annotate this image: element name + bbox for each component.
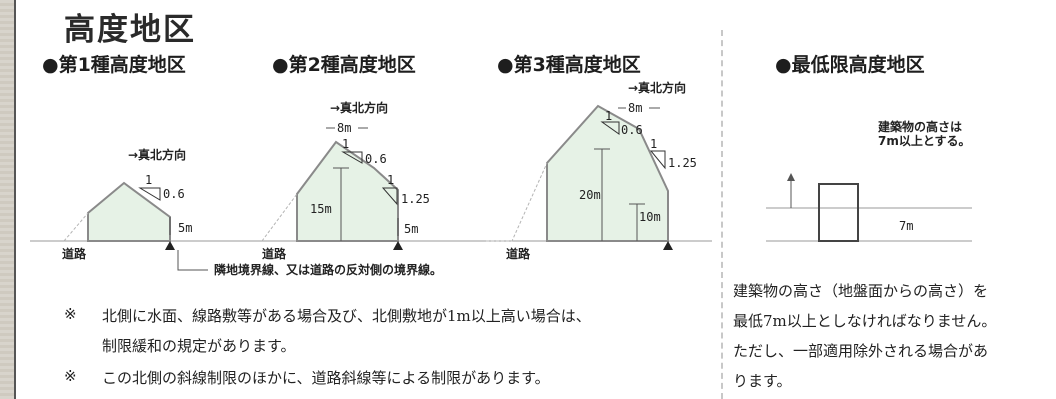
- slope-triangle-2a: [341, 151, 363, 164]
- minimum-height-paragraph: 建築物の高さ（地盤面からの高さ）を 最低7m以上としなければなりません。 ただし…: [733, 276, 1053, 396]
- slope-ratio-06-1: 0.6: [163, 187, 185, 201]
- slope-triangle-3b: [649, 150, 666, 170]
- minimum-building-box: [818, 183, 859, 242]
- minimum-caption-line2: 7m以上とする。: [878, 134, 971, 148]
- diagram-first-type: 1 0.6 5m →真北方向 道路: [62, 147, 192, 261]
- slope-rise-3a: 1: [605, 109, 612, 123]
- slope-rise-1: 1: [145, 173, 152, 187]
- note-2: この北側の斜線制限のほかに、道路斜線等による制限があります。: [102, 369, 550, 387]
- page-title: 高度地区: [64, 12, 196, 48]
- slope-triangle-3a: [600, 121, 620, 135]
- slope-triangle-2b: [381, 187, 398, 206]
- road-setback-line-3: [486, 162, 548, 242]
- slope-triangle-1: [138, 187, 161, 201]
- road-label-3: 道路: [506, 246, 531, 261]
- true-north-label-1: →真北方向: [128, 147, 186, 162]
- height-5m-1: 5m: [178, 221, 192, 235]
- height-15m: 15m: [310, 202, 332, 216]
- left-border-line: [14, 0, 16, 399]
- section-title-first: ●第1種高度地区: [42, 54, 186, 76]
- width-8m-2: 8m: [337, 121, 351, 135]
- slope-rise-3b: 1: [650, 137, 657, 151]
- section-title-minimum: ●最低限高度地区: [775, 54, 925, 76]
- height-5m-2: 5m: [404, 222, 418, 236]
- boundary-marker-1: [165, 241, 175, 250]
- slope-rise-2b: 1: [387, 173, 394, 187]
- diagram-minimum-height: 7m: [766, 173, 972, 242]
- slope-ratio-06-2: 0.6: [365, 152, 387, 166]
- road-label-1: 道路: [62, 246, 87, 261]
- road-label-2: 道路: [262, 246, 287, 261]
- paragraph-line1: 建築物の高さ（地盤面からの高さ）を: [733, 282, 989, 300]
- minimum-up-arrow-head: [787, 173, 795, 181]
- note-1-line2: 制限緩和の規定があります。: [102, 337, 296, 355]
- paragraph-line3: ただし、一部適用除外される場合があ: [733, 342, 989, 360]
- minimum-height-caption: 建築物の高さは 7m以上とする。: [878, 120, 971, 148]
- boundary-marker-2: [393, 241, 403, 250]
- road-setback-line-2: [261, 193, 298, 242]
- true-north-label-3: →真北方向: [628, 80, 686, 95]
- slope-ratio-125-2: 1.25: [401, 192, 430, 206]
- diagram-second-type: 1 0.6 1 1.25 15m 5m →真北方向 8m 道路: [261, 100, 430, 261]
- diagram-third-type: 1 0.6 1 1.25 20m 10m →真北方向 8m 道路: [486, 80, 697, 261]
- height-20m: 20m: [579, 188, 601, 202]
- width-8m-3: 8m: [628, 101, 642, 115]
- true-north-label-2: →真北方向: [330, 100, 388, 115]
- section-title-second: ●第2種高度地区: [272, 54, 416, 76]
- section-title-third: ●第3種高度地区: [497, 54, 641, 76]
- note-mark-1: ※: [64, 305, 77, 323]
- section-divider: [721, 30, 723, 399]
- slope-rise-2a: 1: [342, 137, 349, 151]
- paragraph-line4: ります。: [733, 372, 792, 390]
- road-setback-line-1: [63, 212, 89, 242]
- paragraph-line2: 最低7m以上としなければなりません。: [733, 312, 997, 330]
- minimum-caption-line1: 建築物の高さは: [878, 120, 963, 134]
- boundary-explanation: 隣地境界線、又は道路の反対側の境界線。: [214, 262, 442, 277]
- note-mark-2: ※: [64, 367, 77, 385]
- building-envelope-1: [87, 181, 171, 242]
- height-10m: 10m: [639, 210, 661, 224]
- slope-ratio-125-3: 1.25: [668, 156, 697, 170]
- left-decorative-strip: [0, 0, 14, 399]
- boundary-marker-3: [663, 241, 673, 250]
- slope-ratio-06-3: 0.6: [621, 123, 643, 137]
- note-1-line1: 北側に水面、線路敷等がある場合及び、北側敷地が1m以上高い場合は、: [102, 307, 591, 325]
- minimum-height-7m: 7m: [899, 219, 913, 233]
- boundary-leader-line: [177, 250, 208, 271]
